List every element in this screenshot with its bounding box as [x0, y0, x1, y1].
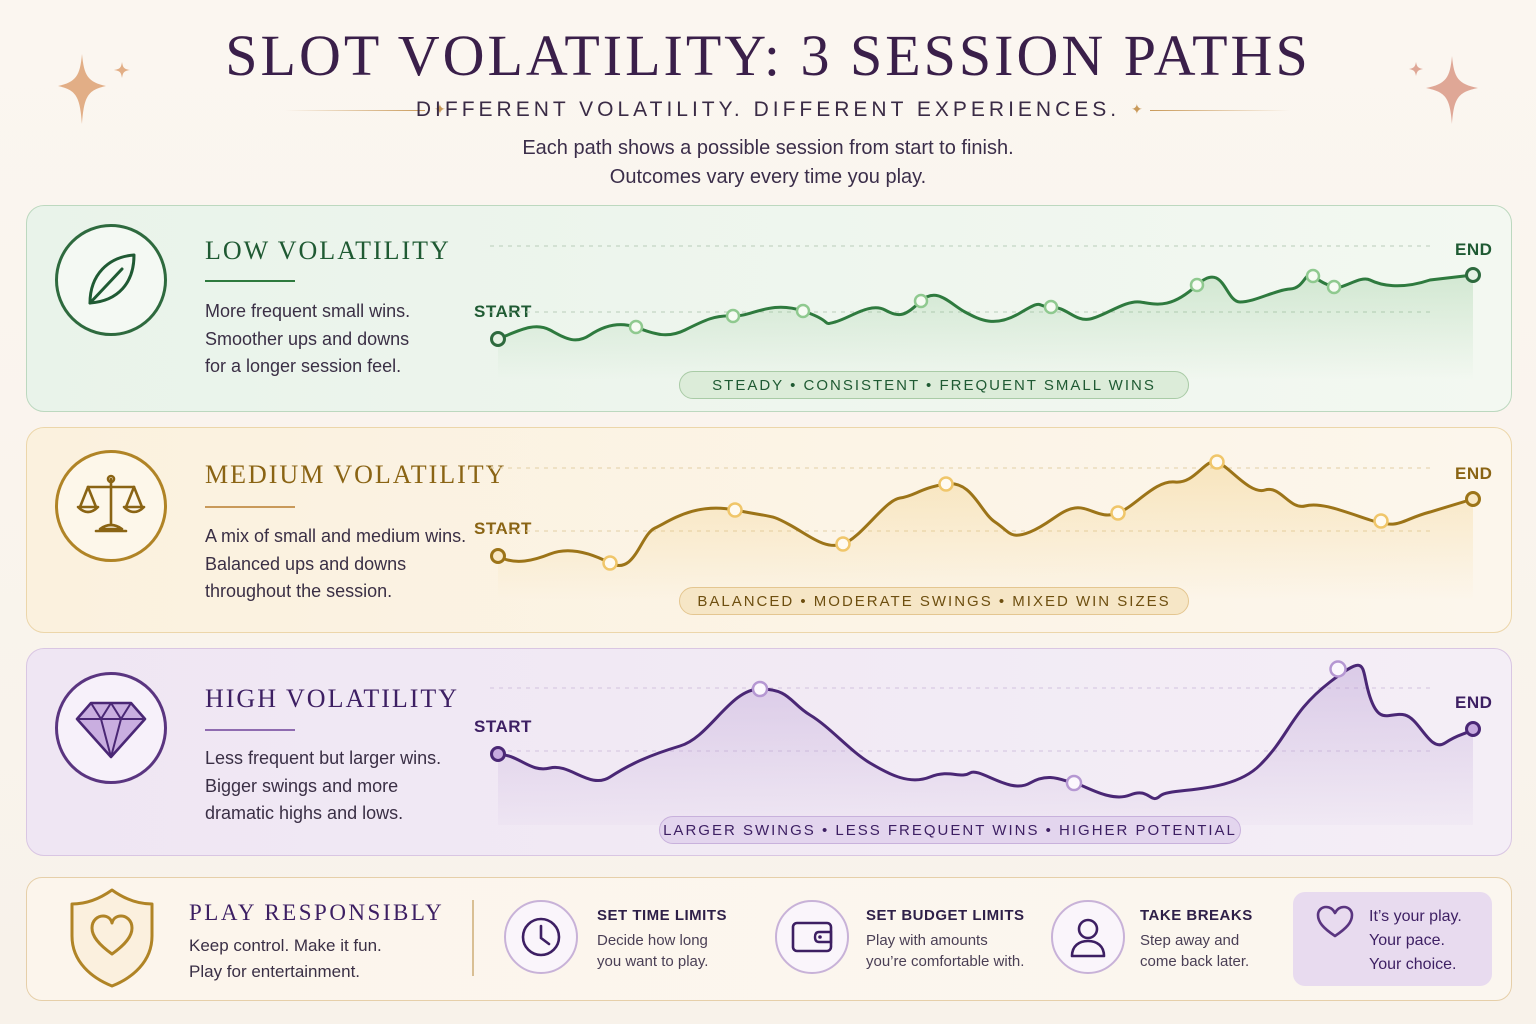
low-volatility-path-chart: [490, 245, 1481, 380]
session-path-line: [497, 273, 1474, 342]
intro-line: Each path shows a possible session from …: [522, 137, 1014, 159]
diamond-icon-badge: [55, 672, 167, 784]
win-point: [1326, 279, 1342, 295]
person-icon: [1070, 918, 1106, 958]
start-point: [490, 331, 506, 347]
clock-icon-badge: [504, 900, 578, 974]
start-point: [490, 548, 506, 564]
intro-line: Outcomes vary every time you play.: [609, 166, 927, 188]
divider: [472, 900, 474, 976]
medium-volatility-path-chart: [490, 454, 1481, 600]
win-point: [1189, 277, 1205, 293]
tip-text: Play with amounts you’re comfortable wit…: [866, 932, 1025, 970]
volatility-tag: STEADY • CONSISTENT • FREQUENT SMALL WIN…: [679, 371, 1189, 399]
end-point: [1465, 267, 1481, 283]
win-point: [835, 536, 851, 552]
end-point: [1465, 721, 1481, 737]
wallet-icon: [791, 921, 833, 953]
panel-heading: MEDIUM VOLATILITY: [205, 460, 507, 489]
win-point: [1373, 513, 1389, 529]
clock-icon: [521, 917, 561, 957]
callout-text: It’s your play. Your pace. Your choice.: [1369, 908, 1462, 973]
start-label: START: [474, 717, 532, 736]
sparkle-icon: ✦: [1131, 101, 1143, 117]
panel-description: A mix of small and medium wins. Balanced…: [205, 526, 467, 601]
diamond-icon: [75, 701, 147, 759]
tip-text: Step away and come back later.: [1140, 932, 1250, 970]
end-label: END: [1455, 240, 1493, 259]
session-path-line: [497, 460, 1474, 567]
win-point: [1043, 299, 1059, 315]
volatility-tag: BALANCED • MODERATE SWINGS • MIXED WIN S…: [679, 587, 1189, 615]
win-point: [1110, 505, 1126, 521]
win-point: [795, 303, 811, 319]
wallet-icon-badge: [775, 900, 849, 974]
end-label: END: [1455, 464, 1493, 483]
end-point: [1465, 491, 1481, 507]
win-point: [1329, 660, 1347, 678]
heart-icon: [1316, 905, 1354, 938]
heart-shield-icon: [70, 888, 154, 988]
win-point: [727, 502, 743, 518]
page-title: SLOT VOLATILITY: 3 SESSION PATHS: [225, 23, 1311, 88]
tip-text: Decide how long you want to play.: [597, 932, 709, 970]
balance-scale-icon-badge: [55, 450, 167, 562]
volatility-tag: LARGER SWINGS • LESS FREQUENT WINS • HIG…: [659, 816, 1241, 844]
divider: [205, 280, 295, 282]
win-point: [938, 476, 954, 492]
panel-heading: LOW VOLATILITY: [205, 236, 451, 265]
panel-description: More frequent small wins. Smoother ups a…: [205, 301, 411, 376]
panel-description: Less frequent but larger wins. Bigger sw…: [205, 748, 442, 823]
divider: [205, 729, 295, 731]
start-label: START: [474, 519, 532, 538]
win-point: [913, 293, 929, 309]
panel-heading: HIGH VOLATILITY: [205, 684, 460, 713]
leaf-icon-badge: [55, 224, 167, 336]
win-point: [602, 555, 618, 571]
person-icon-badge: [1051, 900, 1125, 974]
sparkle-icon: [58, 54, 130, 124]
sparkle-icon: [1409, 56, 1478, 124]
win-point: [1305, 268, 1321, 284]
win-point: [725, 308, 741, 324]
footer-text: Keep control. Make it fun. Play for ente…: [189, 936, 382, 981]
high-volatility-path-chart: [490, 660, 1481, 825]
divider: [285, 110, 425, 111]
play-responsibly-bar: [26, 877, 1512, 1001]
subtitle: DIFFERENT VOLATILITY. DIFFERENT EXPERIEN…: [415, 98, 1121, 121]
win-point: [1065, 774, 1083, 792]
start-point: [490, 746, 506, 762]
balance-scale-icon: [76, 474, 146, 533]
win-point: [628, 319, 644, 335]
divider: [1150, 110, 1290, 111]
footer-heading: PLAY RESPONSIBLY: [189, 900, 445, 925]
tip-title: SET BUDGET LIMITS: [866, 907, 1025, 924]
tip-title: TAKE BREAKS: [1140, 907, 1253, 924]
divider: [205, 506, 295, 508]
win-point: [1209, 454, 1225, 470]
leaf-icon: [88, 253, 136, 305]
end-label: END: [1455, 693, 1493, 712]
sparkle-icon: ✦: [434, 101, 446, 117]
session-path-line: [497, 663, 1474, 801]
win-point: [751, 680, 769, 698]
tip-title: SET TIME LIMITS: [597, 907, 727, 924]
